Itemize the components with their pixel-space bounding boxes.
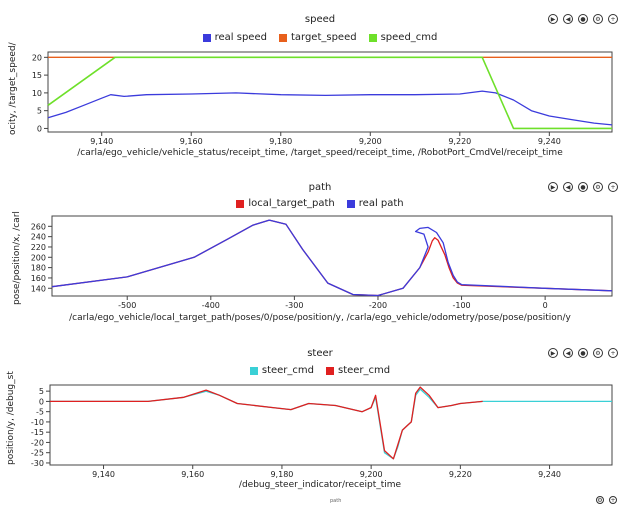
bottom-toolbar: ⚙ + bbox=[596, 496, 617, 504]
y-tick-label: -30 bbox=[31, 459, 44, 468]
y-tick-label: -5 bbox=[36, 408, 44, 417]
panel-title: path bbox=[308, 182, 332, 193]
x-tick-label: 0 bbox=[543, 301, 548, 310]
panel-title: steer bbox=[307, 348, 333, 359]
y-tick-label: 160 bbox=[31, 274, 46, 283]
x-tick-label: -200 bbox=[369, 301, 387, 310]
x-tick-label: 9,160 bbox=[180, 137, 203, 146]
x-tick-label: 9,140 bbox=[90, 137, 113, 146]
legend-item-speed-cmd[interactable]: speed_cmd bbox=[368, 32, 437, 43]
x-tick-label: 9,200 bbox=[360, 470, 383, 479]
x-axis-label: /debug_steer_indicator/receipt_time bbox=[238, 480, 402, 490]
x-tick-label: 9,220 bbox=[449, 470, 472, 479]
y-tick-label: 260 bbox=[31, 222, 46, 231]
rewind-icon[interactable]: ◀ bbox=[563, 348, 573, 358]
steer-panel: steer steer_cmd steer_cmd ▶ ◀ ● ⚙ + posi… bbox=[0, 335, 640, 495]
x-tick-label: 9,180 bbox=[270, 470, 293, 479]
zoom-icon[interactable]: + bbox=[608, 14, 618, 24]
y-tick-label: 220 bbox=[31, 243, 46, 252]
toolbar: ▶ ◀ ● ⚙ + bbox=[548, 348, 618, 358]
series-line-speed-cmd bbox=[47, 56, 612, 130]
speed-panel: speed real speed target_speed speed_cmd … bbox=[0, 0, 640, 165]
y-tick-label: 240 bbox=[31, 233, 46, 242]
x-tick-label: 9,180 bbox=[269, 137, 292, 146]
y-tick-label: 20 bbox=[32, 53, 42, 62]
settings-icon[interactable]: ⚙ bbox=[593, 348, 603, 358]
x-tick-label: 9,160 bbox=[181, 470, 204, 479]
zoom-icon[interactable]: + bbox=[608, 182, 618, 192]
x-tick-label: -500 bbox=[118, 301, 136, 310]
y-tick-label: -15 bbox=[31, 428, 44, 437]
record-icon[interactable]: ● bbox=[578, 14, 588, 24]
path-panel: path local_target_path real path ▶ ◀ ● ⚙… bbox=[0, 170, 640, 330]
x-tick-label: 9,240 bbox=[538, 137, 561, 146]
legend: real speed target_speed speed_cmd bbox=[0, 32, 640, 43]
series-line-steer-cmd bbox=[50, 386, 483, 460]
legend: local_target_path real path bbox=[0, 198, 640, 209]
y-tick-label: 15 bbox=[32, 71, 42, 80]
y-tick-label: 180 bbox=[31, 264, 46, 273]
zoom-icon[interactable]: + bbox=[608, 348, 618, 358]
y-tick-label: 5 bbox=[39, 387, 44, 396]
y-tick-label: -20 bbox=[31, 438, 44, 447]
y-tick-label: 140 bbox=[31, 284, 46, 293]
y-tick-label: 10 bbox=[32, 89, 42, 98]
plot-area bbox=[51, 215, 613, 297]
play-icon[interactable]: ▶ bbox=[548, 14, 558, 24]
x-tick-label: 9,200 bbox=[359, 137, 382, 146]
y-tick-label: 5 bbox=[37, 107, 42, 116]
legend-item-steer-cmd-cyan[interactable]: steer_cmd bbox=[249, 365, 314, 376]
record-icon[interactable]: ● bbox=[578, 348, 588, 358]
plot-area bbox=[49, 384, 613, 466]
footer-text: path bbox=[330, 498, 342, 504]
settings-icon[interactable]: ⚙ bbox=[593, 14, 603, 24]
series-line-real-path bbox=[51, 219, 613, 297]
settings-icon[interactable]: ⚙ bbox=[596, 496, 604, 504]
rewind-icon[interactable]: ◀ bbox=[563, 14, 573, 24]
y-tick-label: 0 bbox=[39, 397, 44, 406]
x-tick-label: -300 bbox=[285, 301, 303, 310]
x-tick-label: 9,140 bbox=[92, 470, 115, 479]
y-tick-label: -10 bbox=[31, 418, 44, 427]
legend-item-real-path[interactable]: real path bbox=[346, 198, 404, 209]
plot-area bbox=[47, 51, 613, 133]
series-line-real-speed bbox=[47, 90, 613, 126]
legend-item-target-speed[interactable]: target_speed bbox=[278, 32, 357, 43]
x-tick-label: -100 bbox=[452, 301, 470, 310]
settings-icon[interactable]: ⚙ bbox=[593, 182, 603, 192]
x-tick-label: -400 bbox=[202, 301, 220, 310]
speed-chart: 9,140 9,160 9,180 9,200 9,220 9,240 0 5 10 15 20 bbox=[32, 51, 613, 146]
legend-item-local-target-path[interactable]: local_target_path bbox=[236, 198, 335, 209]
legend-item-real-speed[interactable]: real speed bbox=[202, 32, 267, 43]
legend-item-steer-cmd-red[interactable]: steer_cmd bbox=[326, 365, 390, 376]
toolbar: ▶ ◀ ● ⚙ + bbox=[548, 14, 618, 24]
y-tick-label: 0 bbox=[37, 124, 42, 133]
x-axis-label: /carla/ego_vehicle/local_target_path/pos… bbox=[69, 313, 571, 323]
play-icon[interactable]: ▶ bbox=[548, 348, 558, 358]
steer-chart: 9,140 9,160 9,180 9,200 9,220 9,240 50 -5-10-15… bbox=[31, 384, 613, 479]
rewind-icon[interactable]: ◀ bbox=[563, 182, 573, 192]
legend: steer_cmd steer_cmd bbox=[0, 365, 640, 376]
y-tick-label: 200 bbox=[31, 253, 46, 262]
panel-title: speed bbox=[304, 14, 336, 25]
x-axis-label: /carla/ego_vehicle/vehicle_status/receip… bbox=[77, 148, 563, 158]
play-icon[interactable]: ▶ bbox=[548, 182, 558, 192]
record-icon[interactable]: ● bbox=[578, 182, 588, 192]
y-tick-label: -25 bbox=[31, 449, 44, 458]
zoom-icon[interactable]: + bbox=[609, 496, 617, 504]
x-tick-label: 9,220 bbox=[448, 137, 471, 146]
toolbar: ▶ ◀ ● ⚙ + bbox=[548, 182, 618, 192]
x-tick-label: 9,240 bbox=[538, 470, 561, 479]
